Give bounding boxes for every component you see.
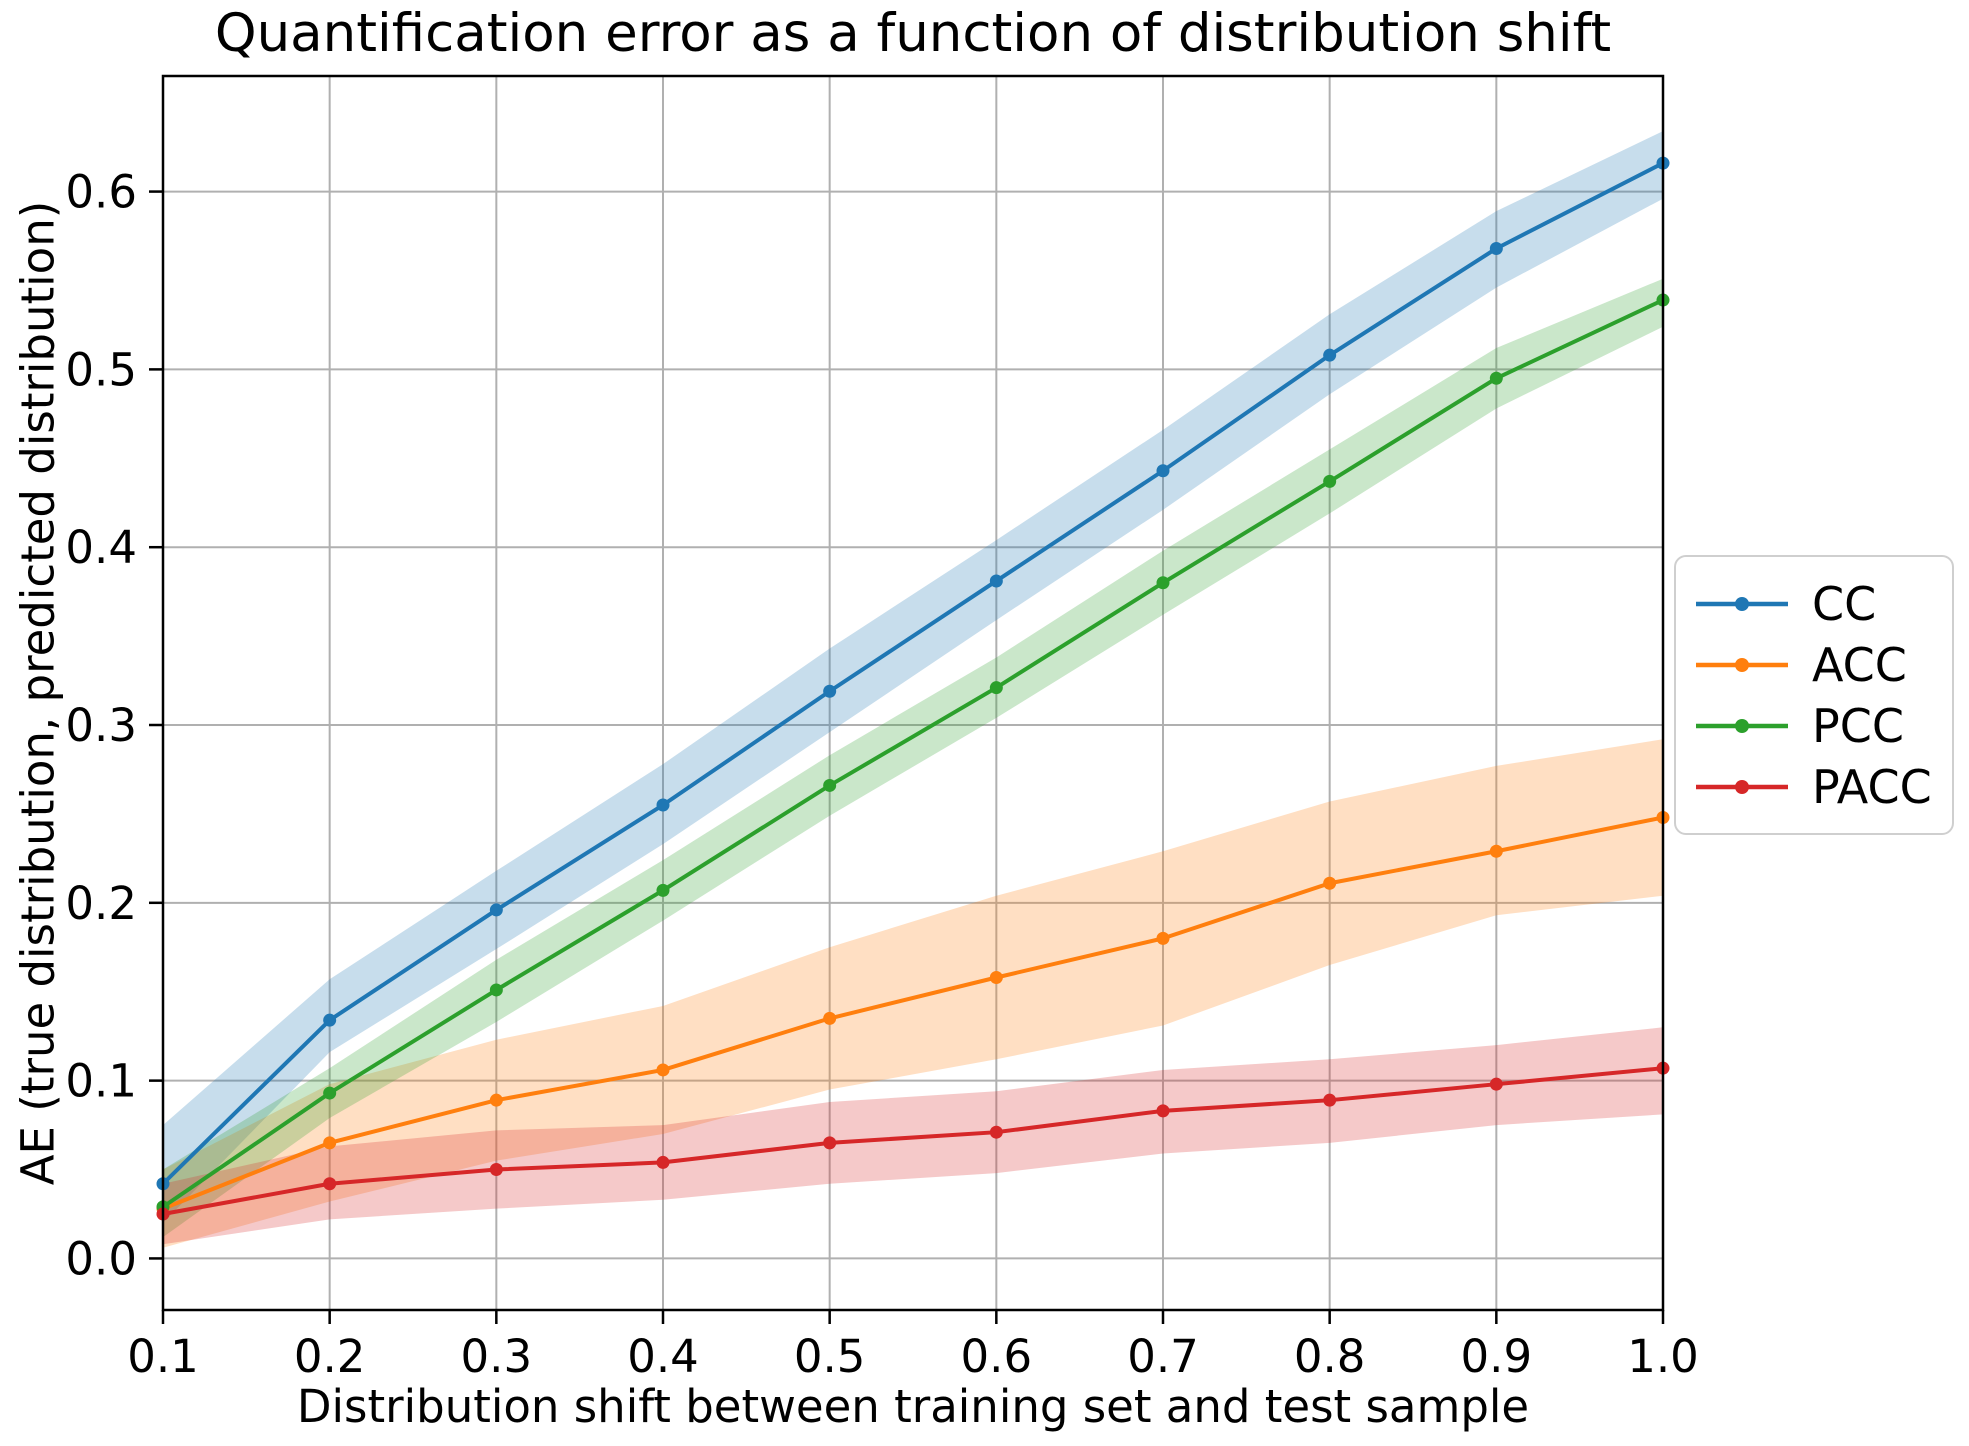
marker-pacc: [1156, 1104, 1170, 1118]
x-tick-label: 1.0: [1627, 1330, 1699, 1383]
x-tick-label: 0.9: [1461, 1330, 1533, 1383]
legend-line-swatch-pcc: [1696, 718, 1788, 733]
marker-acc: [489, 1093, 503, 1107]
series-line-pcc: [161, 298, 1664, 1209]
y-tick-label: 0.3: [65, 699, 137, 752]
marker-acc: [989, 970, 1003, 984]
x-axis-label: Distribution shift between training set …: [296, 1380, 1530, 1433]
marker-cc: [489, 903, 503, 917]
marker-cc: [1156, 464, 1170, 478]
marker-pcc: [989, 681, 1003, 695]
marker-pcc: [1489, 371, 1503, 385]
marker-pacc: [1489, 1077, 1503, 1091]
legend-label-pacc: PACC: [1812, 759, 1932, 814]
legend-item-pacc: PACC: [1694, 764, 1934, 810]
series-line-pacc: [162, 1066, 1664, 1216]
legend-line-swatch-pacc: [1696, 779, 1788, 794]
x-tick-label: 0.2: [294, 1330, 366, 1383]
series-line-cc: [161, 161, 1664, 1186]
marker-pcc: [656, 883, 670, 897]
legend-label-pcc: PCC: [1812, 698, 1904, 753]
marker-cc: [323, 1013, 337, 1027]
marker-pacc: [323, 1177, 337, 1191]
confidence-band-pcc: [163, 278, 1663, 1238]
confidence-band-cc: [163, 131, 1663, 1223]
marker-pcc: [1156, 576, 1170, 590]
marker-pacc: [656, 1155, 670, 1169]
y-tick-label: 0.4: [65, 521, 137, 574]
legend-item-pcc: PCC: [1694, 703, 1934, 749]
confidence-band-acc: [163, 739, 1663, 1248]
y-tick-label: 0.5: [65, 343, 137, 396]
legend-item-cc: CC: [1694, 581, 1934, 627]
y-tick-label: 0.0: [65, 1232, 137, 1285]
legend-marker: [1735, 779, 1749, 794]
marker-cc: [823, 684, 837, 698]
marker-acc: [656, 1063, 670, 1077]
marker-cc: [989, 574, 1003, 588]
legend-marker: [1735, 718, 1749, 733]
marker-cc: [1323, 348, 1337, 362]
x-tick-label: 0.3: [461, 1330, 533, 1383]
marker-cc: [656, 798, 670, 812]
legend-box: CC ACC PCC PACC: [1674, 555, 1954, 835]
legend-marker: [1735, 596, 1749, 611]
legend-marker: [1735, 657, 1749, 672]
marker-acc: [1323, 876, 1337, 890]
y-tick-label: 0.1: [65, 1055, 137, 1108]
plot-border: [161, 74, 1665, 1312]
marker-pacc: [823, 1136, 837, 1150]
marker-pacc: [1323, 1093, 1337, 1107]
x-tick-label: 0.4: [627, 1330, 699, 1383]
legend-label-cc: CC: [1812, 576, 1877, 631]
marker-pacc: [989, 1125, 1003, 1139]
marker-acc: [323, 1136, 337, 1150]
x-tick-label: 0.1: [127, 1330, 199, 1383]
x-tick-label: 0.7: [1127, 1330, 1199, 1383]
marker-pacc: [489, 1163, 503, 1177]
y-tick-label: 0.2: [65, 877, 137, 930]
x-tick-label: 0.6: [961, 1330, 1033, 1383]
legend-line-swatch-cc: [1696, 596, 1788, 611]
y-axis-label: AE (true distribution, predicted distrib…: [11, 200, 65, 1186]
legend-label-acc: ACC: [1812, 637, 1907, 692]
marker-acc: [823, 1011, 837, 1025]
series-line-acc: [162, 815, 1664, 1211]
marker-pcc: [823, 778, 837, 792]
legend-item-acc: ACC: [1694, 642, 1934, 688]
legend-line-swatch-acc: [1696, 657, 1788, 672]
chart-title: Quantification error as a function of di…: [214, 3, 1612, 64]
x-tick-label: 0.8: [1294, 1330, 1366, 1383]
marker-pcc: [489, 983, 503, 997]
marker-cc: [1489, 241, 1503, 255]
y-tick-label: 0.6: [65, 166, 137, 219]
marker-pcc: [1323, 474, 1337, 488]
x-tick-label: 0.5: [794, 1330, 866, 1383]
marker-acc: [1489, 844, 1503, 858]
marker-pcc: [323, 1086, 337, 1100]
marker-acc: [1156, 931, 1170, 945]
